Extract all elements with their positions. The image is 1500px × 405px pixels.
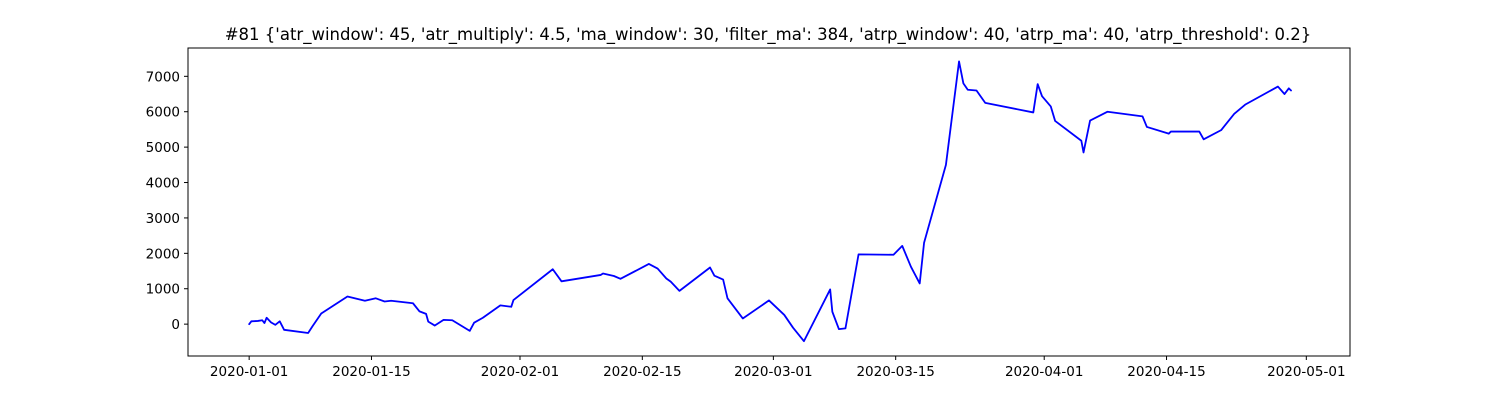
x-tick-label: 2020-03-01	[734, 364, 812, 380]
y-tick-label: 4000	[146, 176, 180, 192]
y-axis: 0 1000 2000 3000 4000 5000 6000 7000	[146, 69, 188, 333]
x-tick-label: 2020-04-15	[1127, 364, 1205, 380]
x-tick-label: 2020-01-01	[210, 364, 288, 380]
x-tick-label: 2020-05-01	[1267, 364, 1345, 380]
chart-title: #81 {'atr_window': 45, 'atr_multiply': 4…	[225, 25, 1312, 45]
x-tick-label: 2020-04-01	[1005, 364, 1083, 380]
y-tick-label: 7000	[146, 69, 180, 85]
x-axis: 2020-01-01 2020-01-15 2020-02-01 2020-02-15…	[210, 356, 1346, 380]
series-line	[248, 60, 1292, 343]
y-tick-label: 5000	[146, 140, 180, 156]
x-tick-label: 2020-02-15	[603, 364, 681, 380]
x-tick-label: 2020-02-01	[481, 364, 559, 380]
y-tick-label: 2000	[146, 246, 180, 262]
x-tick-label: 2020-03-15	[856, 364, 934, 380]
y-tick-label: 3000	[146, 211, 180, 227]
y-tick-label: 0	[171, 317, 180, 333]
series-layer	[248, 60, 1292, 343]
plot-area	[187, 47, 1351, 357]
x-tick-label: 2020-01-15	[332, 364, 410, 380]
y-tick-label: 1000	[146, 282, 180, 298]
y-tick-label: 6000	[146, 105, 180, 121]
